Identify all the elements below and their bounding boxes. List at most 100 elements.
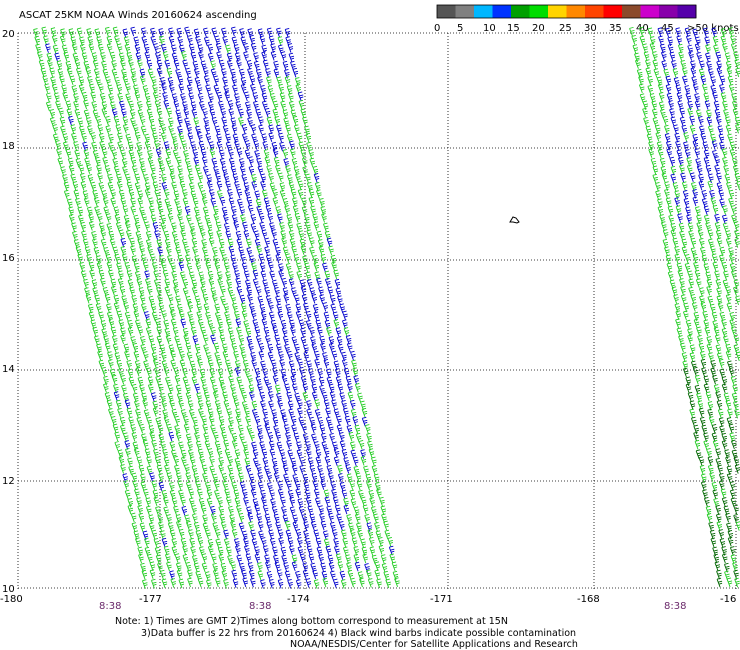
wind-barb (160, 530, 166, 540)
wind-barb (101, 328, 107, 338)
wind-barb (282, 198, 289, 208)
wind-barb (264, 286, 270, 297)
wind-barb (240, 77, 247, 87)
wind-barb (195, 480, 201, 491)
wind-barb (157, 514, 163, 524)
wind-barb (709, 529, 716, 540)
wind-barb (204, 124, 211, 135)
wind-barb (712, 489, 719, 500)
wind-barb (664, 124, 670, 135)
wind-barb (191, 465, 198, 475)
wind-barb (160, 351, 167, 362)
wind-barb (657, 198, 663, 208)
wind-barb (115, 124, 122, 134)
wind-barb (351, 537, 358, 547)
wind-barb (266, 27, 273, 38)
wind-barb (276, 392, 282, 403)
wind-barb (257, 76, 263, 86)
wind-barb (145, 318, 152, 329)
wind-barb (319, 424, 326, 434)
wind-barb (143, 409, 150, 419)
wind-barb (118, 368, 124, 378)
wind-barb (185, 67, 191, 78)
wind-barb (234, 366, 241, 377)
wind-barb (142, 85, 149, 95)
wind-barb (155, 148, 162, 158)
wind-barb (278, 263, 284, 273)
wind-barb (261, 496, 267, 507)
wind-barb (698, 238, 705, 248)
wind-barb (296, 222, 302, 233)
wind-barb (288, 360, 295, 370)
wind-barb (98, 359, 105, 370)
wind-barb (233, 44, 240, 54)
wind-barb (216, 51, 222, 61)
wind-barb (353, 465, 360, 476)
wind-barb (298, 99, 305, 110)
wind-barb (697, 115, 704, 126)
wind-barb (59, 116, 66, 127)
wind-barb (190, 190, 197, 201)
wind-barb (690, 67, 697, 77)
wind-barb (666, 148, 672, 158)
wind-barb (696, 221, 702, 232)
wind-barb (185, 254, 191, 265)
wind-barb (336, 424, 343, 435)
wind-barb (230, 520, 236, 531)
wind-barb (323, 399, 330, 410)
wind-barb (708, 352, 714, 362)
wind-barb (133, 530, 140, 540)
wind-barb (144, 546, 151, 557)
wind-barb (163, 545, 170, 556)
wind-barb (279, 182, 286, 192)
wind-barb (698, 180, 705, 191)
wind-barb (205, 400, 212, 410)
wind-barb (277, 480, 283, 491)
wind-barb (273, 425, 279, 435)
wind-barb (652, 51, 658, 61)
wind-barb (176, 206, 183, 216)
wind-barb (693, 318, 700, 329)
wind-barb (341, 448, 348, 459)
wind-barb (138, 512, 144, 523)
wind-barb (171, 44, 177, 55)
wind-barb (283, 473, 289, 484)
wind-barb (170, 359, 176, 370)
wind-barb (181, 140, 187, 150)
wind-barb (324, 496, 331, 507)
wind-barb (265, 561, 271, 571)
wind-barb (223, 85, 229, 95)
wind-barb (214, 351, 220, 362)
wind-barb (195, 262, 202, 272)
wind-barb (345, 375, 352, 386)
wind-barb (169, 529, 176, 540)
wind-barb (688, 51, 694, 61)
wind-barb (651, 108, 658, 119)
wind-barb (235, 101, 241, 111)
wind-barb (297, 498, 304, 508)
wind-barb (121, 253, 128, 263)
wind-barb (202, 334, 209, 345)
wind-barb (33, 28, 39, 38)
wind-barb (642, 107, 648, 118)
wind-barb (84, 157, 90, 168)
wind-barb (259, 391, 265, 402)
wind-barb (719, 246, 726, 257)
wind-barb (285, 303, 291, 314)
wind-barb (279, 359, 285, 369)
wind-barb (150, 124, 156, 135)
wind-barb (101, 101, 108, 111)
wind-barb (653, 68, 660, 78)
wind-barb (231, 392, 238, 402)
wind-barb (250, 529, 256, 540)
wind-barb (732, 157, 738, 168)
wind-barb (168, 344, 175, 354)
wind-barb (731, 326, 737, 336)
wind-barb (389, 553, 396, 564)
wind-barb (209, 108, 216, 119)
wind-barb (299, 553, 306, 564)
wind-barb (179, 180, 186, 191)
wind-barb (256, 245, 262, 255)
wind-barb (306, 141, 312, 152)
wind-barb (256, 157, 262, 168)
